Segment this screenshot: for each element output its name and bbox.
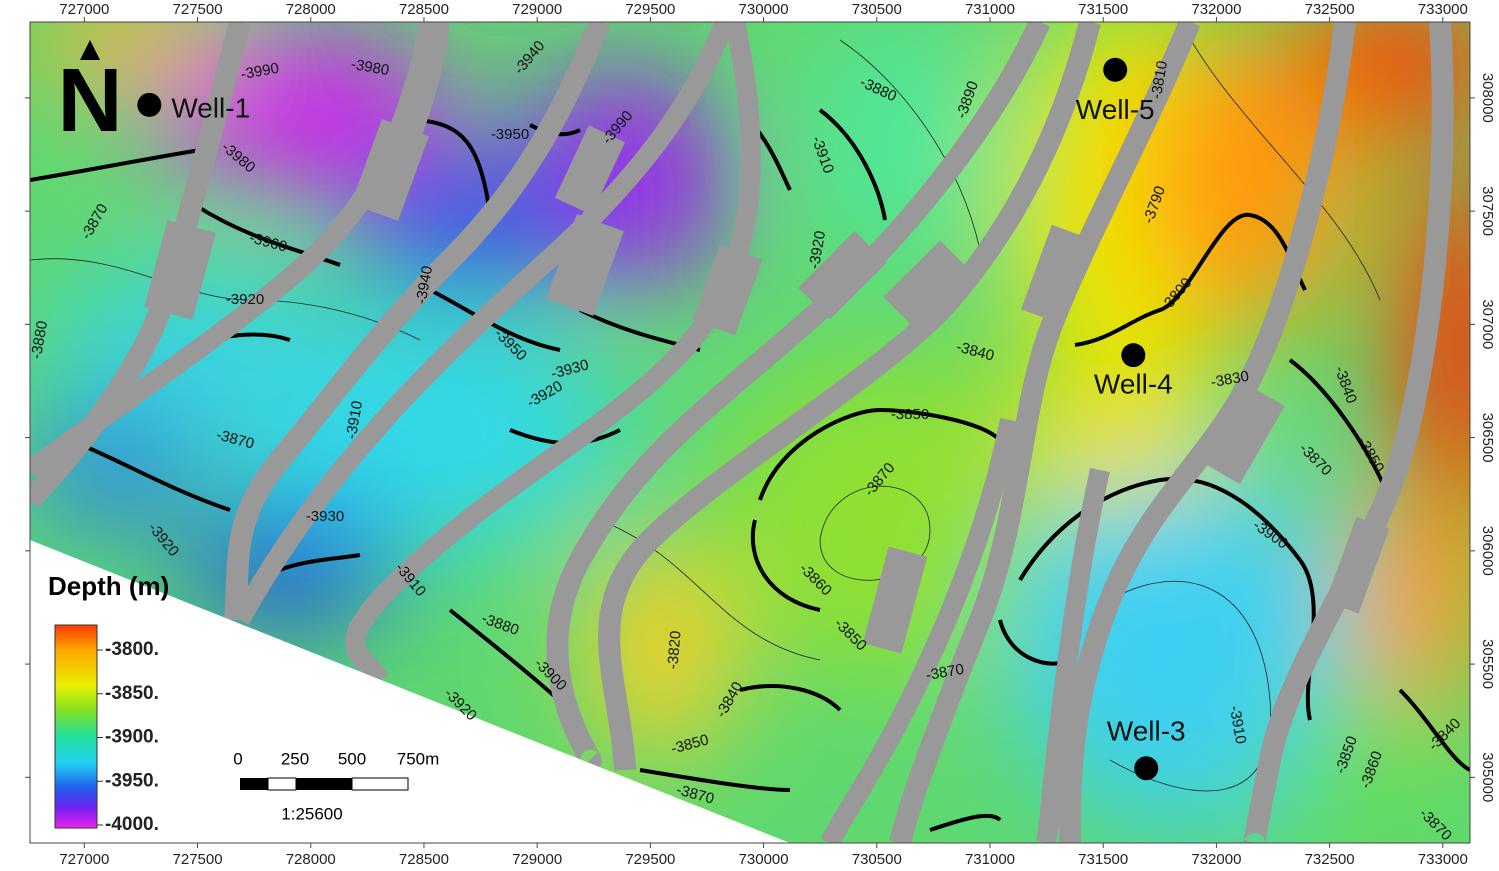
x-tick-label: 731500: [1078, 1, 1128, 18]
x-tick-label: 727000: [59, 851, 109, 868]
x-tick-label: 727000: [59, 1, 109, 18]
legend-label: -4000.: [105, 814, 159, 835]
x-tick-label: 731000: [965, 851, 1015, 868]
contour-label: -3880: [28, 320, 51, 361]
y-tick-label: 307000: [1479, 299, 1496, 349]
x-tick-label: 730500: [852, 851, 902, 868]
well-label: Well-3: [1107, 716, 1186, 747]
x-tick-label: 731000: [965, 1, 1015, 18]
x-tick-label: 730000: [739, 1, 789, 18]
x-tick-label: 728500: [399, 851, 449, 868]
y-tick-label: 307500: [1479, 186, 1496, 236]
x-tick-label: 731500: [1078, 851, 1128, 868]
well-label: Well-1: [171, 92, 250, 123]
legend: Depth (m) -3800. -3850. -3900. -3950. -4000.: [48, 571, 169, 835]
no-data-area: [30, 540, 790, 843]
contour-label: -3980: [350, 56, 391, 79]
contour-label: -3820: [664, 630, 684, 670]
x-tick-label: 732000: [1191, 851, 1241, 868]
contour-label: -3920: [226, 291, 264, 308]
contour-label: -3910: [343, 400, 366, 441]
contour-label: -3850: [891, 406, 929, 423]
contour-label: -3950: [491, 126, 529, 143]
frame: [29, 21, 1471, 844]
contour-label: -3990: [240, 60, 281, 83]
scale-label: 500: [338, 749, 366, 768]
x-tick-label: 733000: [1418, 851, 1468, 868]
y-tick-label: 308000: [1479, 73, 1496, 123]
well: [1103, 57, 1128, 82]
well: [137, 92, 162, 117]
well-label: Well-4: [1094, 369, 1173, 400]
x-tick-label: 732500: [1305, 1, 1355, 18]
y-tick-label: 306000: [1479, 526, 1496, 576]
legend-title: Depth (m): [48, 571, 169, 601]
x-tick-label: 729000: [512, 1, 562, 18]
x-tick-label: 728500: [399, 1, 449, 18]
x-tick-label: 730000: [739, 851, 789, 868]
x-tick-label: 732000: [1191, 1, 1241, 18]
scale-label: 0: [233, 749, 242, 768]
x-tick-label: 729500: [625, 1, 675, 18]
contour-label: -3830: [1210, 368, 1251, 391]
well-label: Well-5: [1076, 94, 1155, 125]
colorbar: [54, 624, 98, 829]
y-tick-label: 305000: [1479, 752, 1496, 802]
well: [1121, 343, 1146, 368]
depth-surface: -3990 -3980 -3940-3950 -3990-3980-3960-3870…: [28, 22, 1470, 843]
x-tick-label: 730500: [852, 1, 902, 18]
contour-label: -3870: [925, 661, 966, 684]
faults: [30, 22, 1454, 843]
contour-label: -3810: [1148, 60, 1171, 101]
contour-label: -3940: [413, 265, 436, 306]
legend-label: -3950.: [105, 770, 159, 791]
y-tick-label: 305500: [1479, 639, 1496, 689]
scale-ratio: 1:25600: [281, 804, 342, 823]
y-tick-label: 306500: [1479, 413, 1496, 463]
north-arrow: N: [58, 40, 123, 151]
x-tick-label: 727500: [173, 851, 223, 868]
contour-label: -3920: [806, 230, 829, 271]
x-tick-label: 729000: [512, 851, 562, 868]
legend-label: -3800.: [105, 639, 159, 660]
x-tick-label: 729500: [625, 851, 675, 868]
scale-label: 750m: [397, 749, 440, 768]
well: [1134, 756, 1159, 781]
contour-label: -3930: [306, 508, 344, 525]
x-tick-label: 728000: [286, 851, 336, 868]
scale-bar: 0 250 500 750m 1:25600: [233, 749, 439, 823]
contour-label: -3910: [1226, 705, 1249, 746]
x-tick-label: 733000: [1418, 1, 1468, 18]
x-tick-label: 732500: [1305, 851, 1355, 868]
legend-label: -3900.: [105, 727, 159, 748]
north-label: N: [58, 51, 123, 151]
legend-label: -3850.: [105, 683, 159, 704]
x-tick-label: 728000: [286, 1, 336, 18]
scale-label: 250: [281, 749, 309, 768]
x-tick-label: 727500: [173, 1, 223, 18]
